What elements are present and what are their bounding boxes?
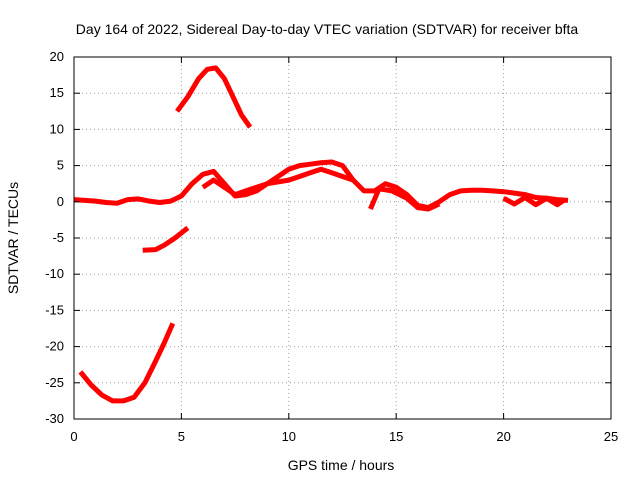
y-tick-label: -10 xyxy=(45,266,64,281)
y-tick-label: 15 xyxy=(50,85,64,100)
y-tick-label: -25 xyxy=(45,375,64,390)
series-track-peak xyxy=(175,65,253,129)
y-tick-label: 0 xyxy=(57,194,64,209)
y-tick-label: -15 xyxy=(45,302,64,317)
x-tick-label: 5 xyxy=(178,429,185,444)
series-track-baseline xyxy=(73,159,569,211)
series-track-minus5 xyxy=(142,225,190,253)
x-tick-label: 10 xyxy=(282,429,296,444)
y-tick-label: 5 xyxy=(57,158,64,173)
x-tick-labels: 0 5 10 15 20 25 xyxy=(70,429,618,444)
y-tick-labels: -30 -25 -20 -15 -10 -5 0 5 10 15 20 xyxy=(45,49,64,426)
y-tick-label: -20 xyxy=(45,339,64,354)
x-tick-label: 20 xyxy=(496,429,510,444)
series-track-secondary xyxy=(201,166,354,198)
data-series xyxy=(73,65,569,404)
x-axis-label: GPS time / hours xyxy=(288,457,395,473)
y-tick-label: -5 xyxy=(52,230,64,245)
axis-ticks xyxy=(73,56,612,420)
x-tick-label: 0 xyxy=(70,429,77,444)
chart-title: Day 164 of 2022, Sidereal Day-to-day VTE… xyxy=(76,21,579,37)
grid-lines xyxy=(74,57,611,419)
series-track-late xyxy=(368,186,441,212)
series-track-tail xyxy=(502,195,566,208)
y-tick-label: 20 xyxy=(50,49,64,64)
y-tick-label: -30 xyxy=(45,411,64,426)
y-tick-label: 10 xyxy=(50,121,64,136)
x-tick-label: 15 xyxy=(389,429,403,444)
series-track-minus25 xyxy=(78,322,176,404)
x-tick-label: 25 xyxy=(604,429,618,444)
y-axis-label: SDTVAR / TECUs xyxy=(5,182,21,294)
